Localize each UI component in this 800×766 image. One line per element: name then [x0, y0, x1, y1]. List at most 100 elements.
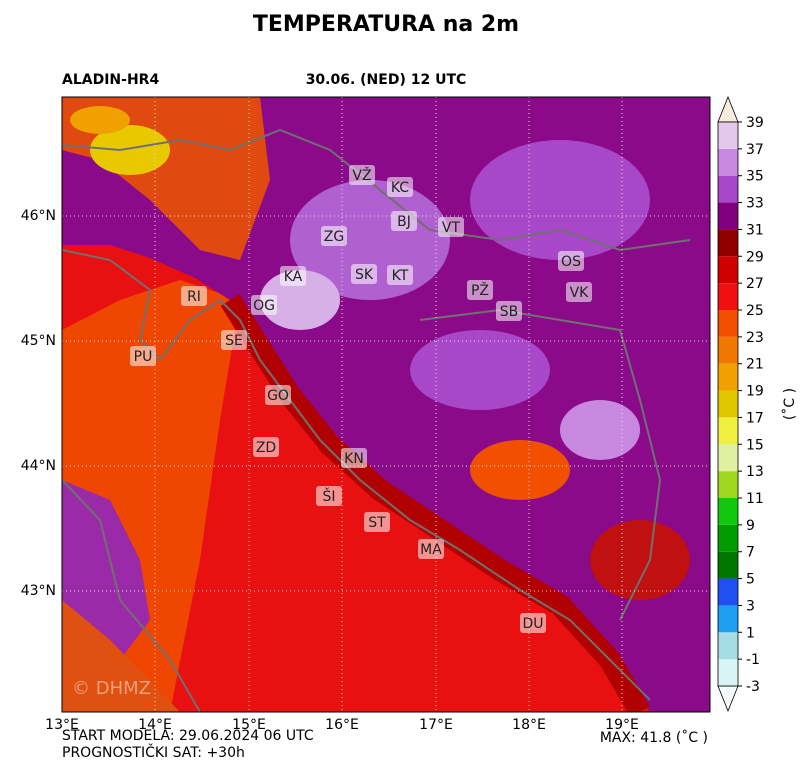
city-label: KA — [284, 269, 303, 285]
colorbar-band — [718, 551, 738, 579]
colorbar-tick-label: 25 — [746, 303, 764, 319]
colorbar-frame — [717, 121, 739, 687]
colorbar-band — [718, 363, 738, 391]
colorbar-band — [718, 229, 738, 257]
max-value: MAX: 41.8 (˚C ) — [600, 729, 708, 746]
colorbar-tick-label: 7 — [746, 545, 755, 561]
city-label: SE — [225, 333, 243, 349]
lat-label: 44°N — [21, 458, 56, 474]
graticule — [62, 97, 710, 712]
colorbar-band — [718, 605, 738, 633]
city-label: OG — [253, 298, 275, 314]
colorbar-band — [718, 336, 738, 364]
colorbar-tick-label: 23 — [746, 330, 764, 346]
city-label: DU — [522, 616, 543, 632]
colorbar-tick-label: 37 — [746, 142, 764, 158]
city-label: MA — [420, 542, 442, 558]
city-label: VT — [442, 220, 461, 236]
colorbar-under — [717, 685, 739, 713]
lon-label: 15°E — [232, 717, 266, 733]
city-box — [221, 330, 247, 350]
city-label: KT — [392, 268, 409, 284]
city-box — [391, 211, 417, 231]
colorbar-band — [718, 417, 738, 445]
city-label: VK — [570, 285, 590, 301]
lon-label: 16°E — [325, 717, 359, 733]
city-box — [520, 613, 546, 633]
colorbar-tick-label: 11 — [746, 491, 764, 507]
colorbar-tick-label: 19 — [746, 384, 764, 400]
colorbar-band — [718, 310, 738, 337]
title: TEMPERATURA na 2m — [253, 12, 519, 37]
hot-area — [260, 270, 340, 330]
colorbar-tick-label: 29 — [746, 249, 764, 265]
city-box — [181, 286, 207, 306]
lat-label: 45°N — [21, 333, 56, 349]
city-box — [265, 385, 291, 405]
colorbar-tick-label: 39 — [746, 115, 764, 131]
city-label: SB — [500, 304, 519, 320]
lon-label: 14°E — [138, 717, 172, 733]
city-labels: VŽ KC BJ VT ZG OS KA SK KT PŽ VK RI OG SB SE PU GO ZD KN ŠI… — [130, 165, 592, 633]
colorbar-band — [718, 122, 738, 149]
city-box — [496, 301, 522, 321]
colorbar-tick-label: 13 — [746, 464, 764, 480]
watermark: © DHMZ — [72, 678, 151, 699]
colorbar-band — [718, 578, 738, 606]
colorbar-tick-label: 5 — [746, 572, 755, 588]
colorbar-tick-label: 33 — [746, 196, 764, 212]
city-label: GO — [267, 388, 289, 404]
colorbar-tick-label: 9 — [746, 518, 755, 534]
hot-area — [410, 330, 550, 410]
city-label: PŽ — [471, 281, 489, 299]
city-label: SK — [355, 267, 374, 283]
map-frame — [61, 96, 711, 713]
lat-ticks: 46°N 45°N 44°N 43°N — [21, 208, 56, 599]
city-label: OS — [561, 254, 581, 270]
colorbar-band — [718, 390, 738, 418]
lead-time: PROGNOSTIČKI SAT: +30h — [62, 743, 245, 761]
coastal-strip — [220, 294, 650, 712]
city-box — [349, 165, 375, 185]
city-box — [316, 486, 342, 506]
city-box — [351, 264, 377, 284]
colorbar-band — [718, 175, 738, 203]
lon-label: 17°E — [419, 717, 453, 733]
italy — [62, 480, 150, 660]
city-box — [467, 280, 493, 300]
alps-cool — [70, 106, 130, 134]
colorbar-tick-label: 31 — [746, 222, 764, 238]
colorbar-tick-label: 15 — [746, 437, 764, 453]
city-box — [387, 177, 413, 197]
colorbar-band — [718, 498, 738, 525]
city-box — [364, 512, 390, 532]
colorbar-tick-label: -1 — [746, 652, 760, 668]
map-field: © DHMZ — [62, 97, 710, 712]
city-box — [566, 282, 592, 302]
colorbar-band — [718, 444, 738, 472]
colorbar-band — [718, 471, 738, 498]
colorbar-over — [717, 95, 739, 123]
colorbar-band — [718, 202, 738, 230]
city-label: ST — [368, 515, 386, 531]
city-label: RI — [187, 289, 201, 305]
hot-area — [560, 400, 640, 460]
city-box — [130, 346, 156, 366]
valid-time: 30.06. (NED) 12 UTC — [306, 72, 467, 88]
start-time: START MODELA: 29.06.2024 06 UTC — [62, 728, 314, 744]
warm-area — [470, 440, 570, 500]
city-box — [280, 266, 306, 286]
city-label: KC — [391, 180, 409, 196]
city-box — [253, 437, 279, 457]
colorbar-band — [718, 659, 738, 686]
colorbar-tick-label: -3 — [746, 679, 760, 695]
lat-label: 43°N — [21, 583, 56, 599]
city-label: VŽ — [352, 166, 371, 184]
city-label: ŠI — [322, 487, 335, 505]
lon-ticks: 13°E 14°E 15°E 16°E 17°E 18°E 19°E — [45, 717, 639, 733]
italy-coast — [62, 600, 180, 712]
colorbar-band — [718, 632, 738, 660]
lon-label: 13°E — [45, 717, 79, 733]
